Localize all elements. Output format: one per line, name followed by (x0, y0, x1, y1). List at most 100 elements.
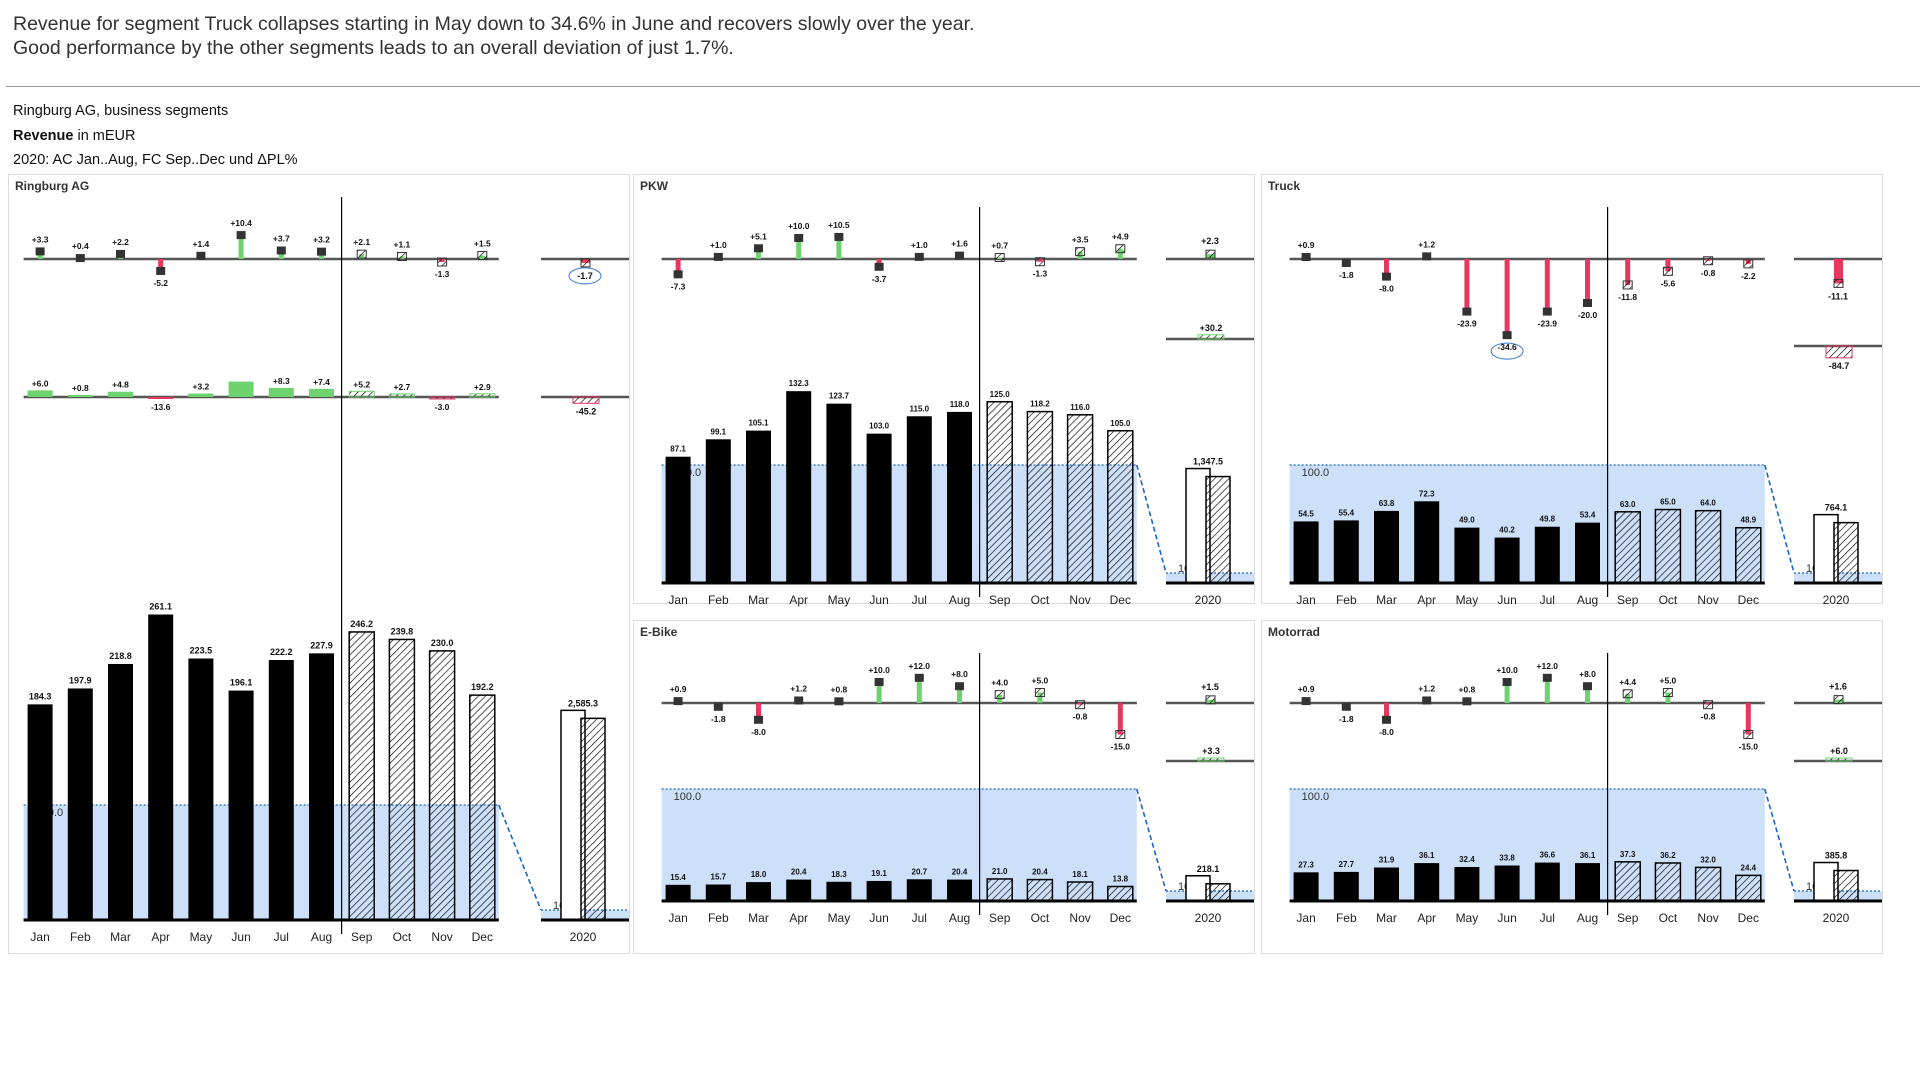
x-tick-label: Jun (1497, 593, 1516, 607)
pct-deviation-label: +5.0 (1660, 676, 1677, 686)
pct-deviation-label: -23.9 (1457, 319, 1477, 329)
pct-pin-head (1502, 678, 1512, 686)
bar-value-label: 48.9 (1741, 516, 1757, 525)
abs-deviation-bar (469, 393, 496, 398)
plan-connector (1764, 464, 1795, 574)
x-tick-label: May (1456, 911, 1479, 925)
pct-deviation-label: +1.2 (1418, 683, 1435, 693)
bar-value-label: 261.1 (149, 602, 172, 612)
x-tick-label: Feb (70, 930, 91, 944)
pct-deviation-label: -0.8 (1073, 712, 1088, 722)
bar-value-label: 20.7 (912, 867, 928, 876)
pct-pin-head (994, 253, 1005, 263)
pct-deviation-label: +0.4 (72, 241, 89, 251)
pct-deviation-label: +1.0 (911, 240, 928, 250)
pct-deviation-label: +12.0 (909, 661, 931, 671)
total-bar (1833, 521, 1859, 584)
bar-value-label: 40.2 (1499, 526, 1515, 535)
x-tick-label: Jul (1540, 911, 1555, 925)
pct-pin-head (276, 246, 286, 255)
total-pct-label: -11.1 (1828, 291, 1848, 301)
pct-pin (876, 682, 882, 703)
bar-value-label: 64.0 (1700, 499, 1716, 508)
pct-pin-head (75, 254, 85, 263)
x-tick-label: Oct (393, 930, 412, 944)
bar (1454, 527, 1480, 583)
pct-deviation-label: -1.8 (711, 714, 726, 724)
x-tick-label: Feb (708, 911, 729, 925)
pct-pin (1625, 259, 1631, 285)
plan-band (23, 805, 499, 920)
bar-value-label: 18.3 (831, 870, 847, 879)
x-tick-label: Sep (1617, 593, 1639, 607)
x-tick-label: Mar (1376, 593, 1397, 607)
bar-value-label: 36.2 (1660, 851, 1676, 860)
pct-pin-head (116, 249, 125, 258)
x-tick-label: Jun (1497, 911, 1516, 925)
pct-pin-head (1115, 244, 1126, 254)
pct-deviation-label: +12.0 (1537, 661, 1559, 671)
x-tick-label: Jul (1540, 593, 1555, 607)
x-tick-label: Dec (472, 930, 493, 944)
x-tick-label: Jul (274, 930, 289, 944)
pct-pin (916, 677, 922, 703)
bar (108, 664, 133, 920)
bar (786, 391, 812, 583)
pct-pin-head (1462, 697, 1472, 706)
bar-value-label: 63.8 (1379, 499, 1395, 508)
bar (1107, 885, 1134, 902)
bar-value-label: 115.0 (910, 404, 930, 413)
pct-deviation-label: -8.0 (1379, 727, 1394, 737)
abs-deviation-bar (388, 393, 415, 398)
pct-pin-head (673, 697, 683, 706)
bar (1107, 430, 1134, 584)
abs-deviation-label: -3.0 (435, 402, 450, 412)
pct-pin-head (1743, 730, 1754, 739)
chart-title: Truck (1268, 179, 1301, 193)
pct-pin-head (994, 690, 1005, 700)
plan-label: 100.0 (1302, 791, 1330, 803)
bar-value-label: 32.0 (1700, 855, 1716, 864)
x-tick-label: Feb (1336, 593, 1357, 607)
bar (1333, 520, 1359, 583)
bar-value-label: 72.3 (1419, 489, 1435, 498)
bar-value-label: 54.5 (1298, 509, 1314, 518)
bar-value-label: 118.2 (1030, 400, 1050, 409)
pct-pin-head (317, 247, 326, 256)
total-value-label: 1,347.5 (1193, 457, 1223, 467)
bar (27, 704, 53, 920)
pct-pin-head (754, 244, 763, 253)
x-tick-label: Apr (151, 930, 170, 944)
x-tick-label: Sep (351, 930, 373, 944)
total-pct-pin-head (1833, 278, 1844, 288)
bar (1614, 861, 1641, 902)
pct-pin-head (1662, 266, 1673, 276)
x-tick-label: Dec (1110, 911, 1131, 925)
pct-deviation-label: +0.9 (670, 684, 687, 694)
bar (1333, 871, 1359, 901)
pct-pin-head (156, 266, 166, 275)
bar (826, 881, 852, 901)
pct-pin (756, 248, 761, 259)
x-tick-label: Apr (789, 911, 808, 925)
abs-deviation-bar (268, 387, 294, 397)
pct-deviation-label: +1.0 (710, 240, 727, 250)
bar (188, 658, 214, 920)
bar-value-label: 24.4 (1741, 863, 1757, 872)
bar (986, 401, 1013, 584)
bar (1293, 521, 1319, 583)
x-tick-label: Dec (1738, 593, 1759, 607)
bar (746, 882, 771, 901)
pct-pin-head (1502, 331, 1512, 340)
pct-pin-head (1115, 730, 1126, 739)
total-abs-bar (1825, 757, 1853, 762)
pct-deviation-label: +0.8 (1459, 684, 1476, 694)
pct-pin (1464, 259, 1470, 312)
total-abs-label: +6.0 (1830, 746, 1848, 756)
pct-pin (278, 250, 284, 259)
pct-pin-head (874, 262, 884, 271)
pct-deviation-label: -1.3 (435, 269, 450, 279)
x-tick-label: Jul (912, 593, 927, 607)
plan-label: 100.0 (1302, 467, 1330, 479)
x-tick-label: Aug (949, 911, 970, 925)
